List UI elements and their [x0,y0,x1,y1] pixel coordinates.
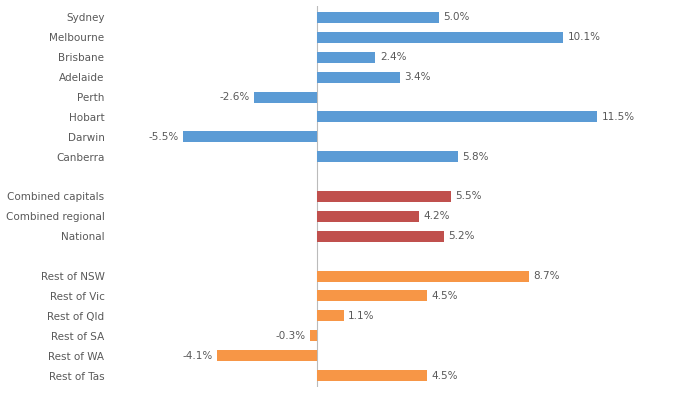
Text: -0.3%: -0.3% [275,331,305,341]
Bar [317,231,444,242]
Text: 2.4%: 2.4% [380,52,406,62]
Bar [317,112,597,122]
Bar [317,12,439,23]
Text: 5.8%: 5.8% [463,152,489,162]
Bar [317,290,426,301]
Text: 5.5%: 5.5% [455,191,482,202]
Bar [253,92,317,103]
Bar [309,330,317,341]
Text: -2.6%: -2.6% [219,92,249,102]
Text: 5.2%: 5.2% [448,231,475,241]
Bar [317,211,419,222]
Text: 4.2%: 4.2% [424,211,450,221]
Bar [317,151,458,162]
Text: 4.5%: 4.5% [431,371,458,380]
Text: -5.5%: -5.5% [148,132,178,142]
Bar [317,52,375,63]
Text: 5.0%: 5.0% [443,13,470,22]
Bar [317,32,563,43]
Text: 10.1%: 10.1% [567,32,601,42]
Text: 11.5%: 11.5% [601,112,634,122]
Text: 1.1%: 1.1% [348,311,374,321]
Text: 8.7%: 8.7% [533,271,560,281]
Text: -4.1%: -4.1% [183,351,213,361]
Bar [217,350,317,361]
Text: 4.5%: 4.5% [431,291,458,301]
Bar [317,191,451,202]
Text: 3.4%: 3.4% [404,72,430,82]
Bar [183,131,317,142]
Bar [317,310,344,321]
Bar [317,370,426,381]
Bar [317,271,528,281]
Bar [317,72,400,83]
